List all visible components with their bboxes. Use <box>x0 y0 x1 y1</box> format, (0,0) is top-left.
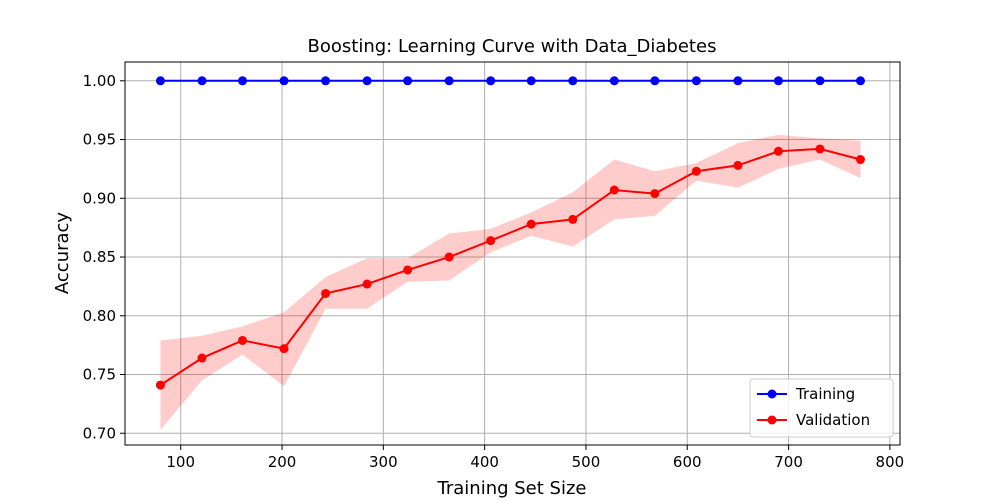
validation-series-line <box>159 147 861 386</box>
validation-confidence-band <box>160 134 861 430</box>
chart-title: Boosting: Learning Curve with Data_Diabe… <box>308 36 717 57</box>
validation-data-point <box>815 144 825 154</box>
x-tick-label: 300 <box>369 453 398 471</box>
training-data-point <box>279 76 289 86</box>
training-data-point <box>444 76 454 86</box>
y-tick-label: 0.95 <box>83 131 116 149</box>
training-data-point <box>197 76 207 86</box>
y-tick-label: 0.85 <box>83 248 116 266</box>
y-tick-label: 0.75 <box>83 366 116 384</box>
training-data-point <box>526 76 536 86</box>
training-data-point <box>650 76 660 86</box>
training-data-point <box>486 76 496 86</box>
y-tick-label: 1.00 <box>83 72 116 90</box>
series-layer <box>155 76 865 390</box>
validation-data-point <box>568 214 578 224</box>
training-data-point <box>815 76 825 86</box>
legend-validation-marker <box>767 415 777 425</box>
validation-data-point <box>155 380 165 390</box>
y-tick-label: 0.80 <box>83 307 116 325</box>
y-tick-label: 0.70 <box>83 424 116 442</box>
training-data-point <box>568 76 578 86</box>
y-axis-title: Accuracy <box>52 212 73 295</box>
training-data-point <box>733 76 743 86</box>
validation-data-point <box>238 335 248 345</box>
training-data-point <box>855 76 865 86</box>
validation-data-point <box>526 219 536 229</box>
legend-training-marker <box>767 389 777 399</box>
y-tick-label: 0.90 <box>83 189 116 207</box>
validation-data-point <box>321 288 331 298</box>
x-axis-title: Training Set Size <box>437 478 587 499</box>
grid-layer <box>125 62 900 445</box>
validation-data-point <box>197 353 207 363</box>
confidence-band-layer <box>160 134 861 430</box>
validation-data-point <box>486 236 496 246</box>
validation-data-point <box>403 265 413 275</box>
axes-frame <box>124 61 901 446</box>
validation-data-point <box>444 252 454 262</box>
validation-data-point <box>650 189 660 199</box>
training-data-point <box>238 76 248 86</box>
validation-data-point <box>773 146 783 156</box>
validation-data-point <box>362 279 372 289</box>
training-data-point <box>609 76 619 86</box>
x-tick-label: 800 <box>876 453 905 471</box>
training-data-point <box>691 76 701 86</box>
training-data-point <box>155 76 165 86</box>
validation-data-point <box>691 166 701 176</box>
training-data-point <box>362 76 372 86</box>
validation-data-point <box>279 344 289 354</box>
training-data-point <box>321 76 331 86</box>
tick-layer: 100 200 300 400 500 600 700 800 0.70 0.75 0.80 0.85… <box>83 72 905 471</box>
x-tick-label: 600 <box>673 453 702 471</box>
plot-frame <box>124 61 901 446</box>
legend: Training Validation <box>749 378 894 438</box>
x-tick-label: 500 <box>572 453 601 471</box>
validation-data-point <box>855 155 865 165</box>
legend-validation-label: Validation <box>796 411 870 429</box>
validation-data-point <box>733 160 743 170</box>
training-data-point <box>773 76 783 86</box>
x-tick-label: 700 <box>774 453 803 471</box>
validation-data-point <box>609 185 619 195</box>
x-tick-label: 200 <box>268 453 297 471</box>
training-data-point <box>403 76 413 86</box>
x-tick-label: 100 <box>166 453 195 471</box>
x-tick-label: 400 <box>470 453 499 471</box>
legend-training-label: Training <box>795 385 855 403</box>
